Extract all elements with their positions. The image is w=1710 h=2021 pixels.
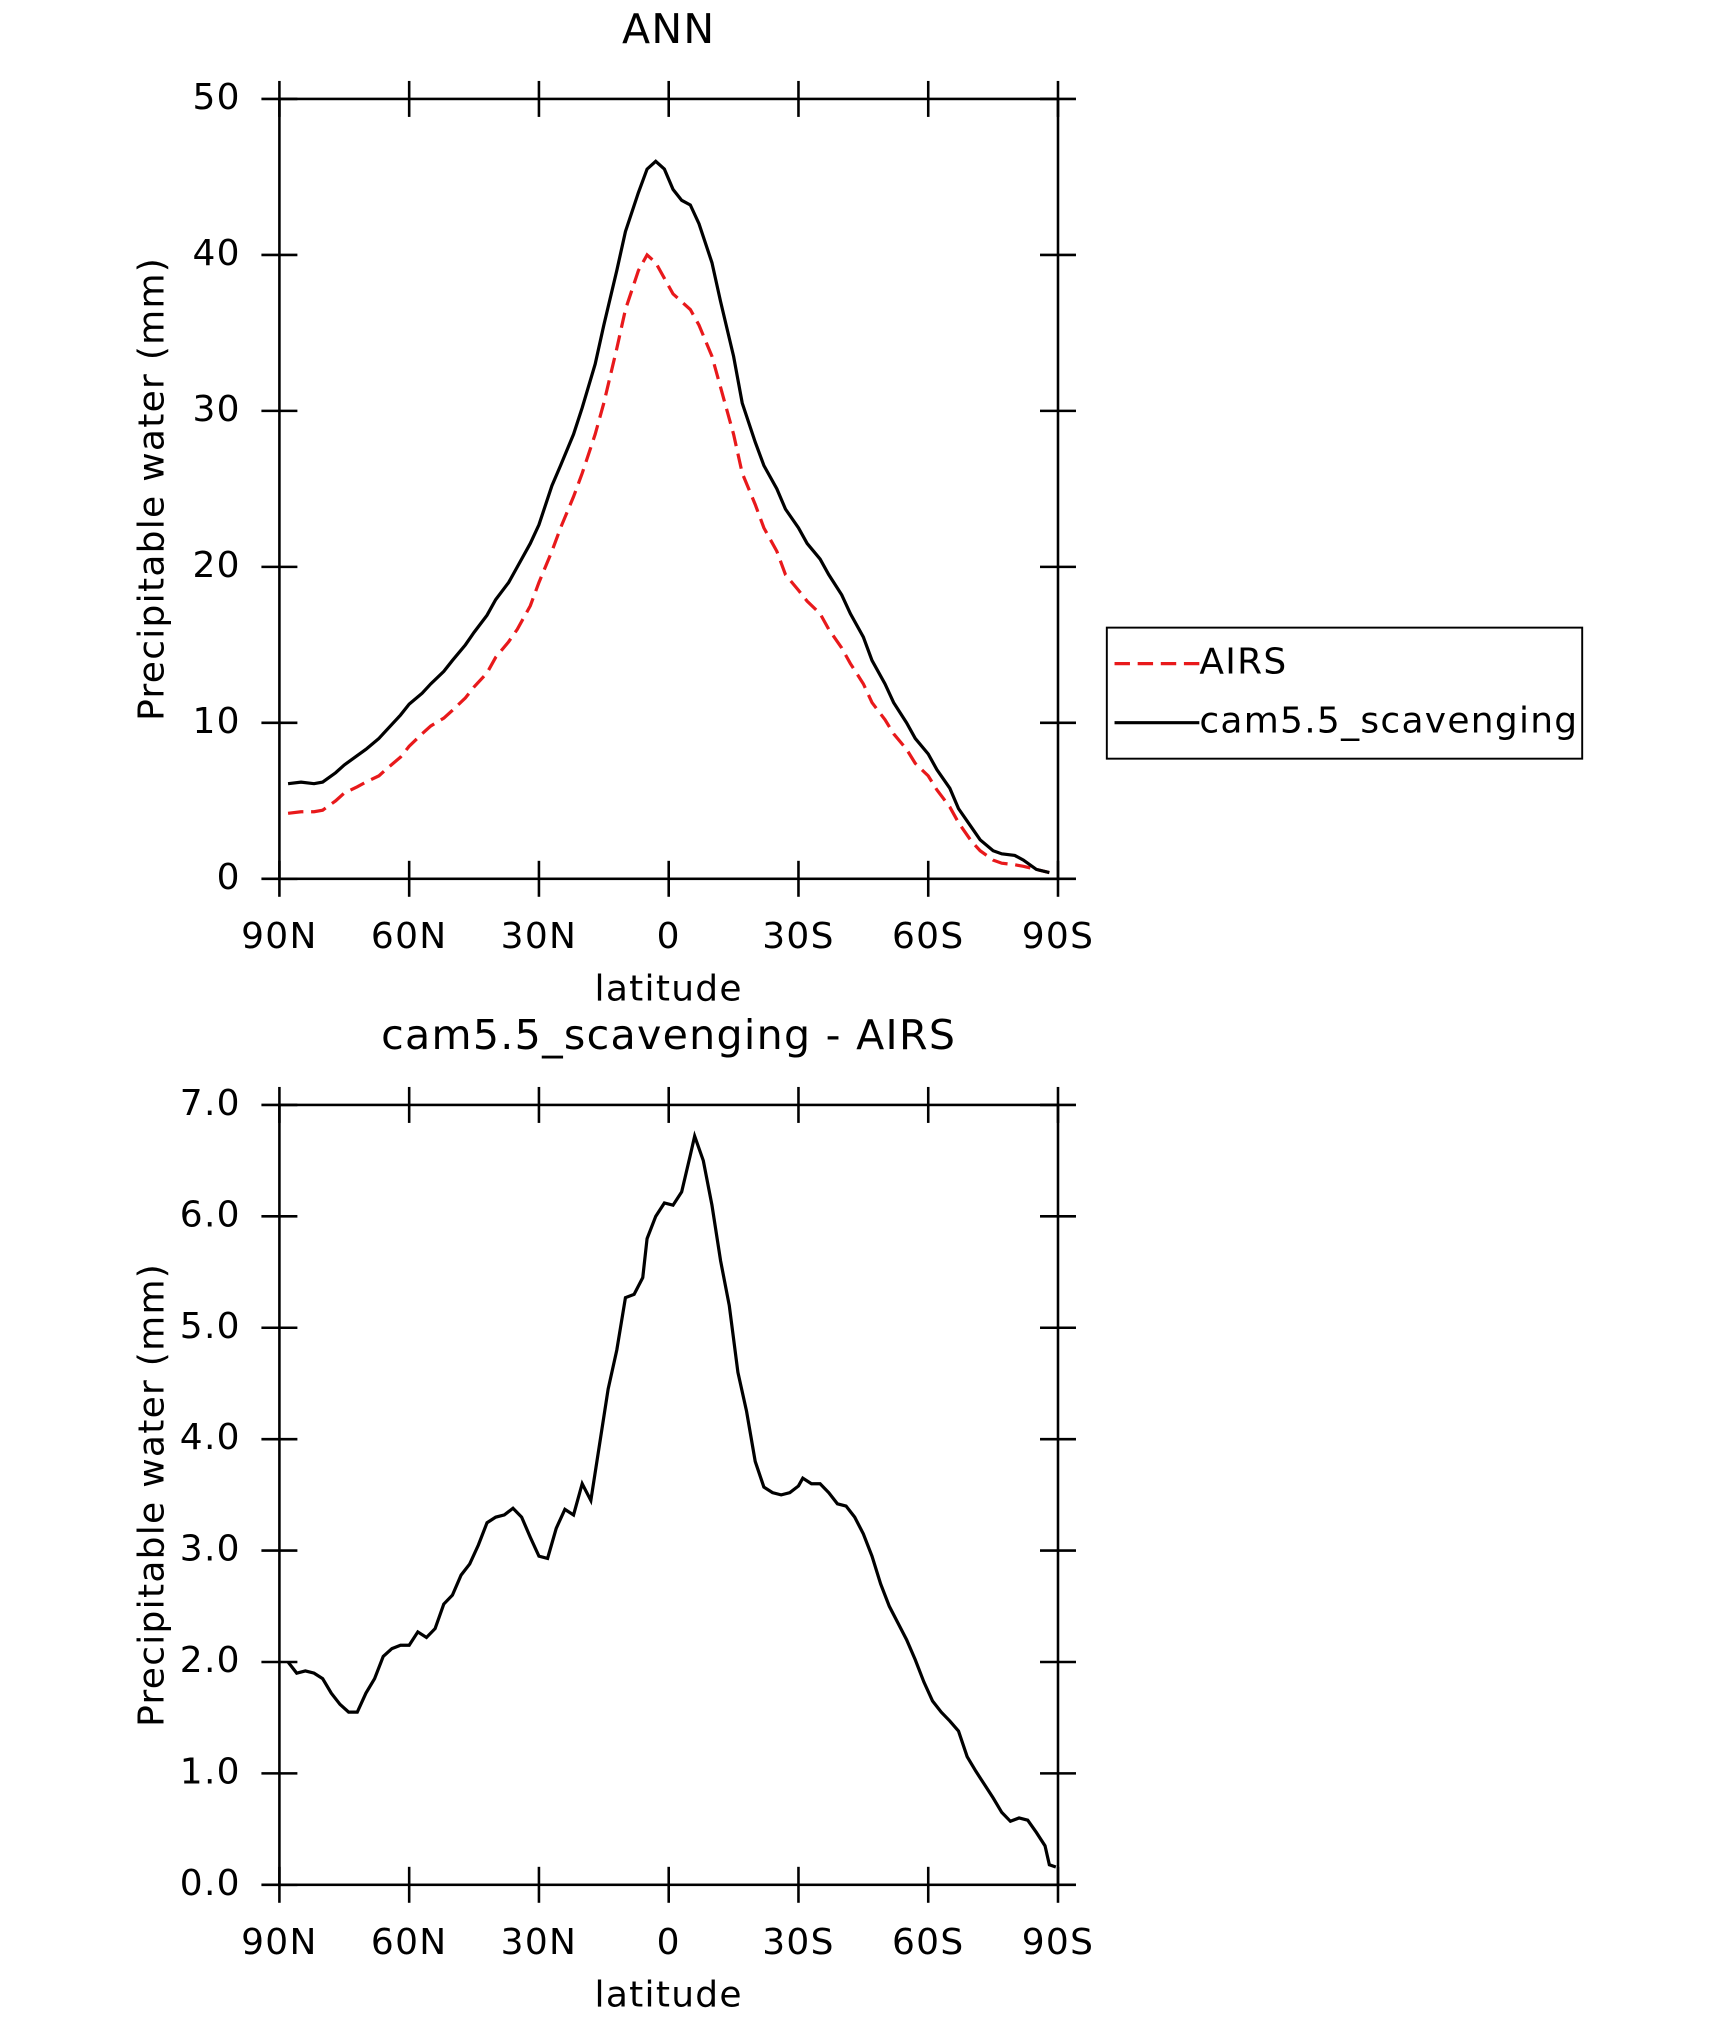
x-axis-label: latitude [595,1975,743,2016]
data-line [287,159,1050,875]
y-tick-label: 3.0 [180,1529,241,1570]
x-tick-label: 30N [501,1922,578,1963]
y-tick-label: 7.0 [180,1083,241,1124]
y-tick-label: 5.0 [180,1306,241,1347]
chart-title: cam5.5_scavenging - AIRS [381,1011,956,1059]
x-tick-label: 90S [1022,1922,1094,1963]
y-tick-label: 50 [193,77,241,118]
plot-frame [278,1103,1060,1887]
x-tick-label: 30N [501,916,578,957]
x-tick-label: 0 [657,916,681,957]
x-tick-label: 30S [762,916,834,957]
data-line [286,1130,1057,1869]
y-tick-label: 10 [193,701,241,742]
y-axis-label: Precipitable water (mm) [131,257,172,721]
legend-label: AIRS [1199,642,1287,683]
x-tick-label: 30S [762,1922,834,1963]
y-tick-label: 20 [193,545,241,586]
data-line [287,252,1050,875]
y-axis-label: Precipitable water (mm) [131,1263,172,1727]
x-tick-label: 60S [892,916,964,957]
x-tick-label: 60N [371,916,448,957]
x-axis-label: latitude [595,969,743,1010]
x-tick-label: 90N [241,1922,318,1963]
y-tick-label: 2.0 [180,1640,241,1681]
y-tick-label: 4.0 [180,1417,241,1458]
y-tick-label: 0 [217,857,241,898]
y-tick-label: 30 [193,389,241,430]
y-tick-label: 1.0 [180,1751,241,1792]
plot-frame [278,97,1060,881]
x-tick-label: 0 [657,1922,681,1963]
y-tick-label: 0.0 [180,1863,241,1904]
x-tick-label: 60N [371,1922,448,1963]
legend-box [1105,626,1584,760]
x-tick-label: 90S [1022,916,1094,957]
y-tick-label: 40 [193,233,241,274]
x-tick-label: 60S [892,1922,964,1963]
x-tick-label: 90N [241,916,318,957]
chart-title: ANN [622,5,715,53]
y-tick-label: 6.0 [180,1194,241,1235]
legend-label: cam5.5_scavenging [1199,701,1578,742]
